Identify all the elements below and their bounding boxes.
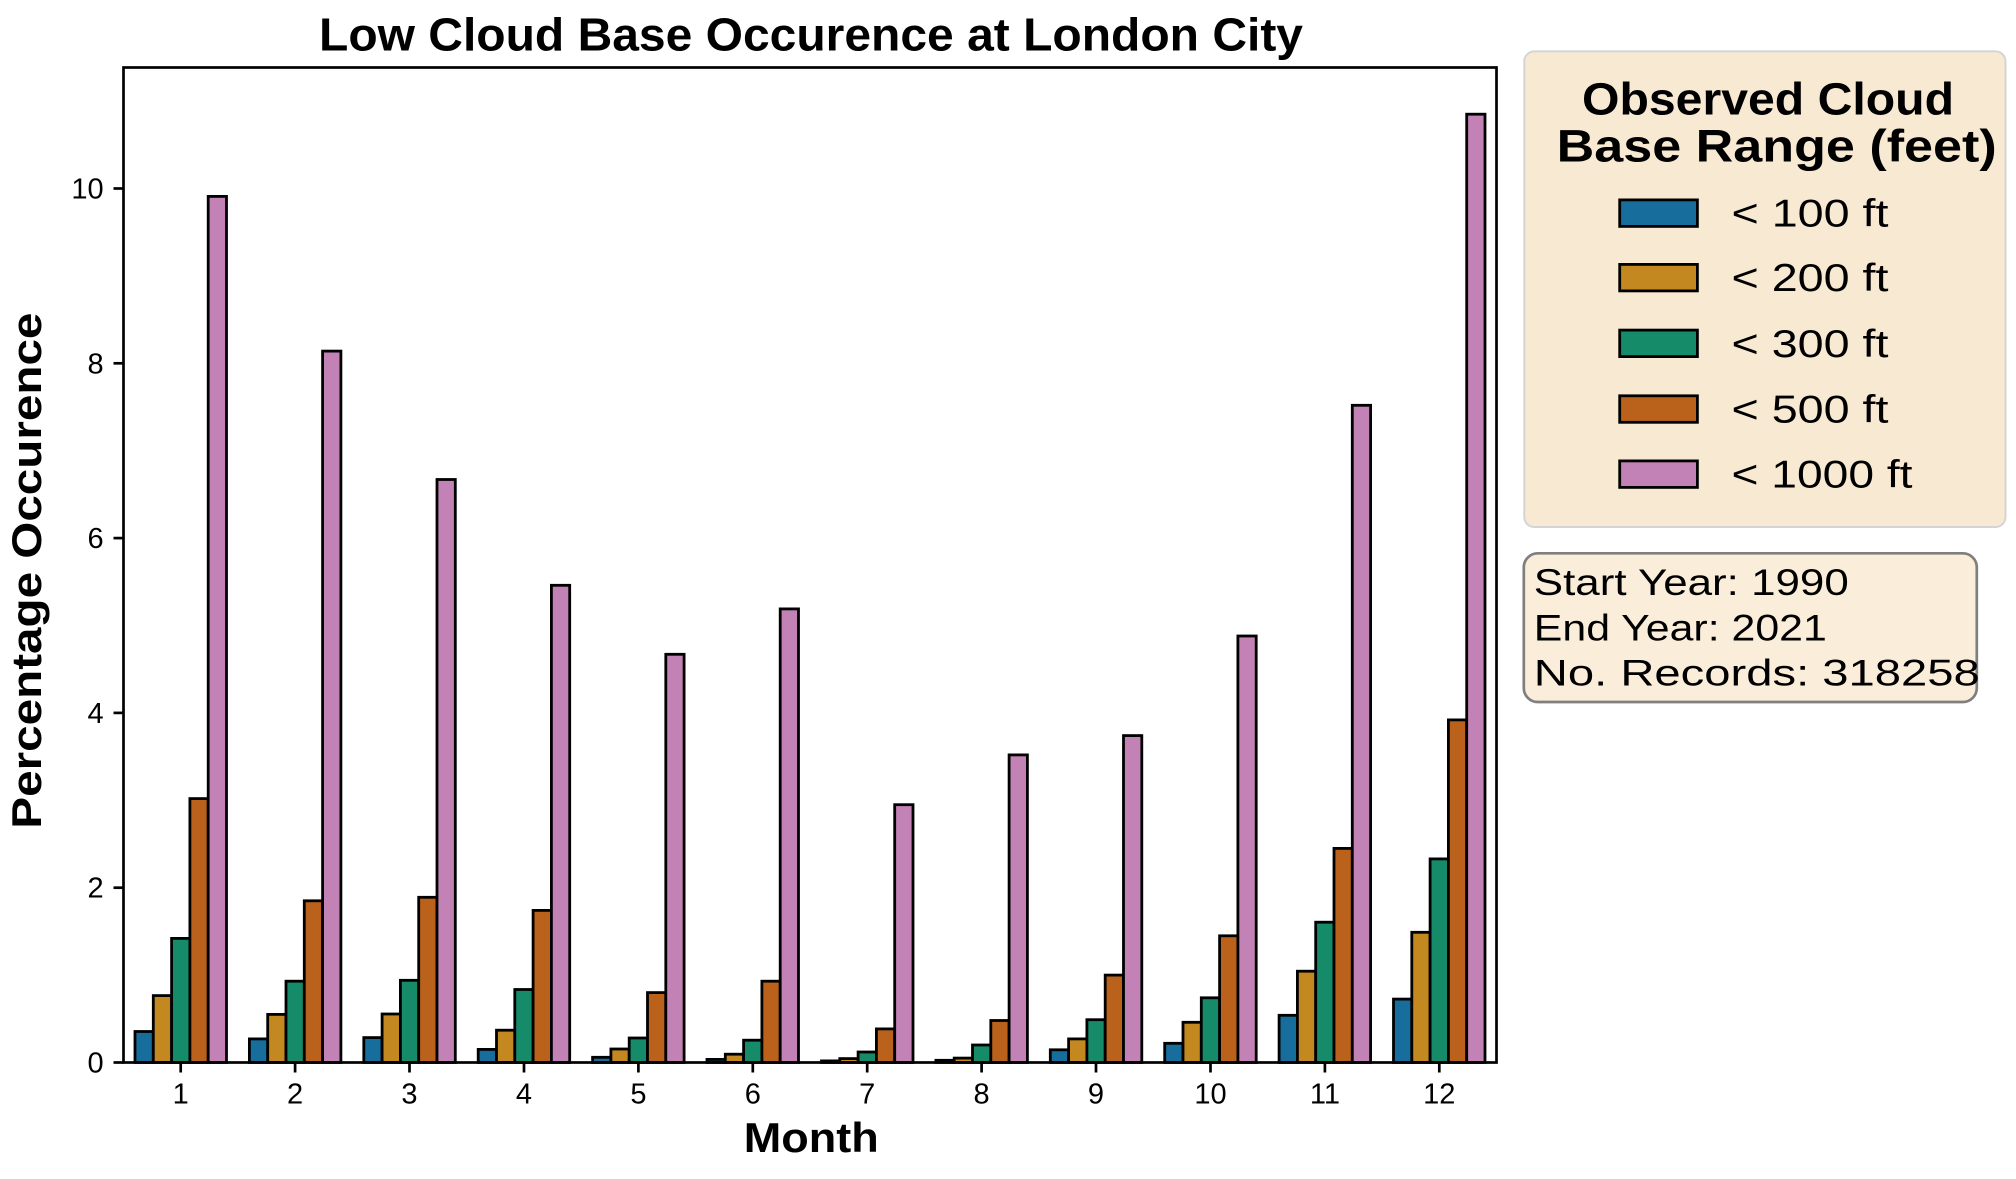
- svg-text:< 500 ft: < 500 ft: [1732, 389, 1889, 432]
- svg-text:12: 12: [1423, 1079, 1455, 1111]
- svg-text:< 300 ft: < 300 ft: [1732, 323, 1889, 366]
- svg-text:Percentage Occurence: Percentage Occurence: [3, 313, 50, 829]
- svg-text:6: 6: [88, 523, 104, 555]
- svg-text:End Year: 2021: End Year: 2021: [1534, 607, 1827, 648]
- svg-text:4: 4: [516, 1079, 532, 1111]
- svg-text:5: 5: [630, 1079, 646, 1111]
- svg-text:7: 7: [859, 1079, 875, 1111]
- svg-text:Observed Cloud: Observed Cloud: [1582, 74, 1954, 125]
- svg-text:< 1000 ft: < 1000 ft: [1732, 454, 1913, 497]
- svg-text:9: 9: [1088, 1079, 1104, 1111]
- svg-text:< 200 ft: < 200 ft: [1732, 257, 1889, 300]
- svg-text:0: 0: [88, 1048, 104, 1080]
- svg-text:4: 4: [88, 698, 104, 730]
- svg-text:11: 11: [1310, 1079, 1340, 1111]
- svg-text:No. Records: 318258: No. Records: 318258: [1534, 653, 1980, 694]
- svg-text:8: 8: [88, 348, 104, 380]
- svg-text:Low Cloud Base Occurence at Lo: Low Cloud Base Occurence at London City: [319, 9, 1303, 61]
- svg-text:2: 2: [88, 873, 104, 905]
- svg-text:Start Year: 1990: Start Year: 1990: [1534, 562, 1849, 603]
- svg-text:6: 6: [745, 1079, 761, 1111]
- svg-text:Base Range (feet): Base Range (feet): [1557, 121, 1997, 172]
- svg-text:Month: Month: [744, 1114, 879, 1161]
- svg-text:2: 2: [287, 1079, 303, 1111]
- svg-text:10: 10: [71, 174, 103, 206]
- svg-text:3: 3: [401, 1079, 417, 1111]
- svg-text:10: 10: [1194, 1079, 1226, 1111]
- svg-text:1: 1: [173, 1079, 189, 1111]
- svg-text:8: 8: [974, 1079, 990, 1111]
- svg-text:< 100 ft: < 100 ft: [1732, 193, 1889, 236]
